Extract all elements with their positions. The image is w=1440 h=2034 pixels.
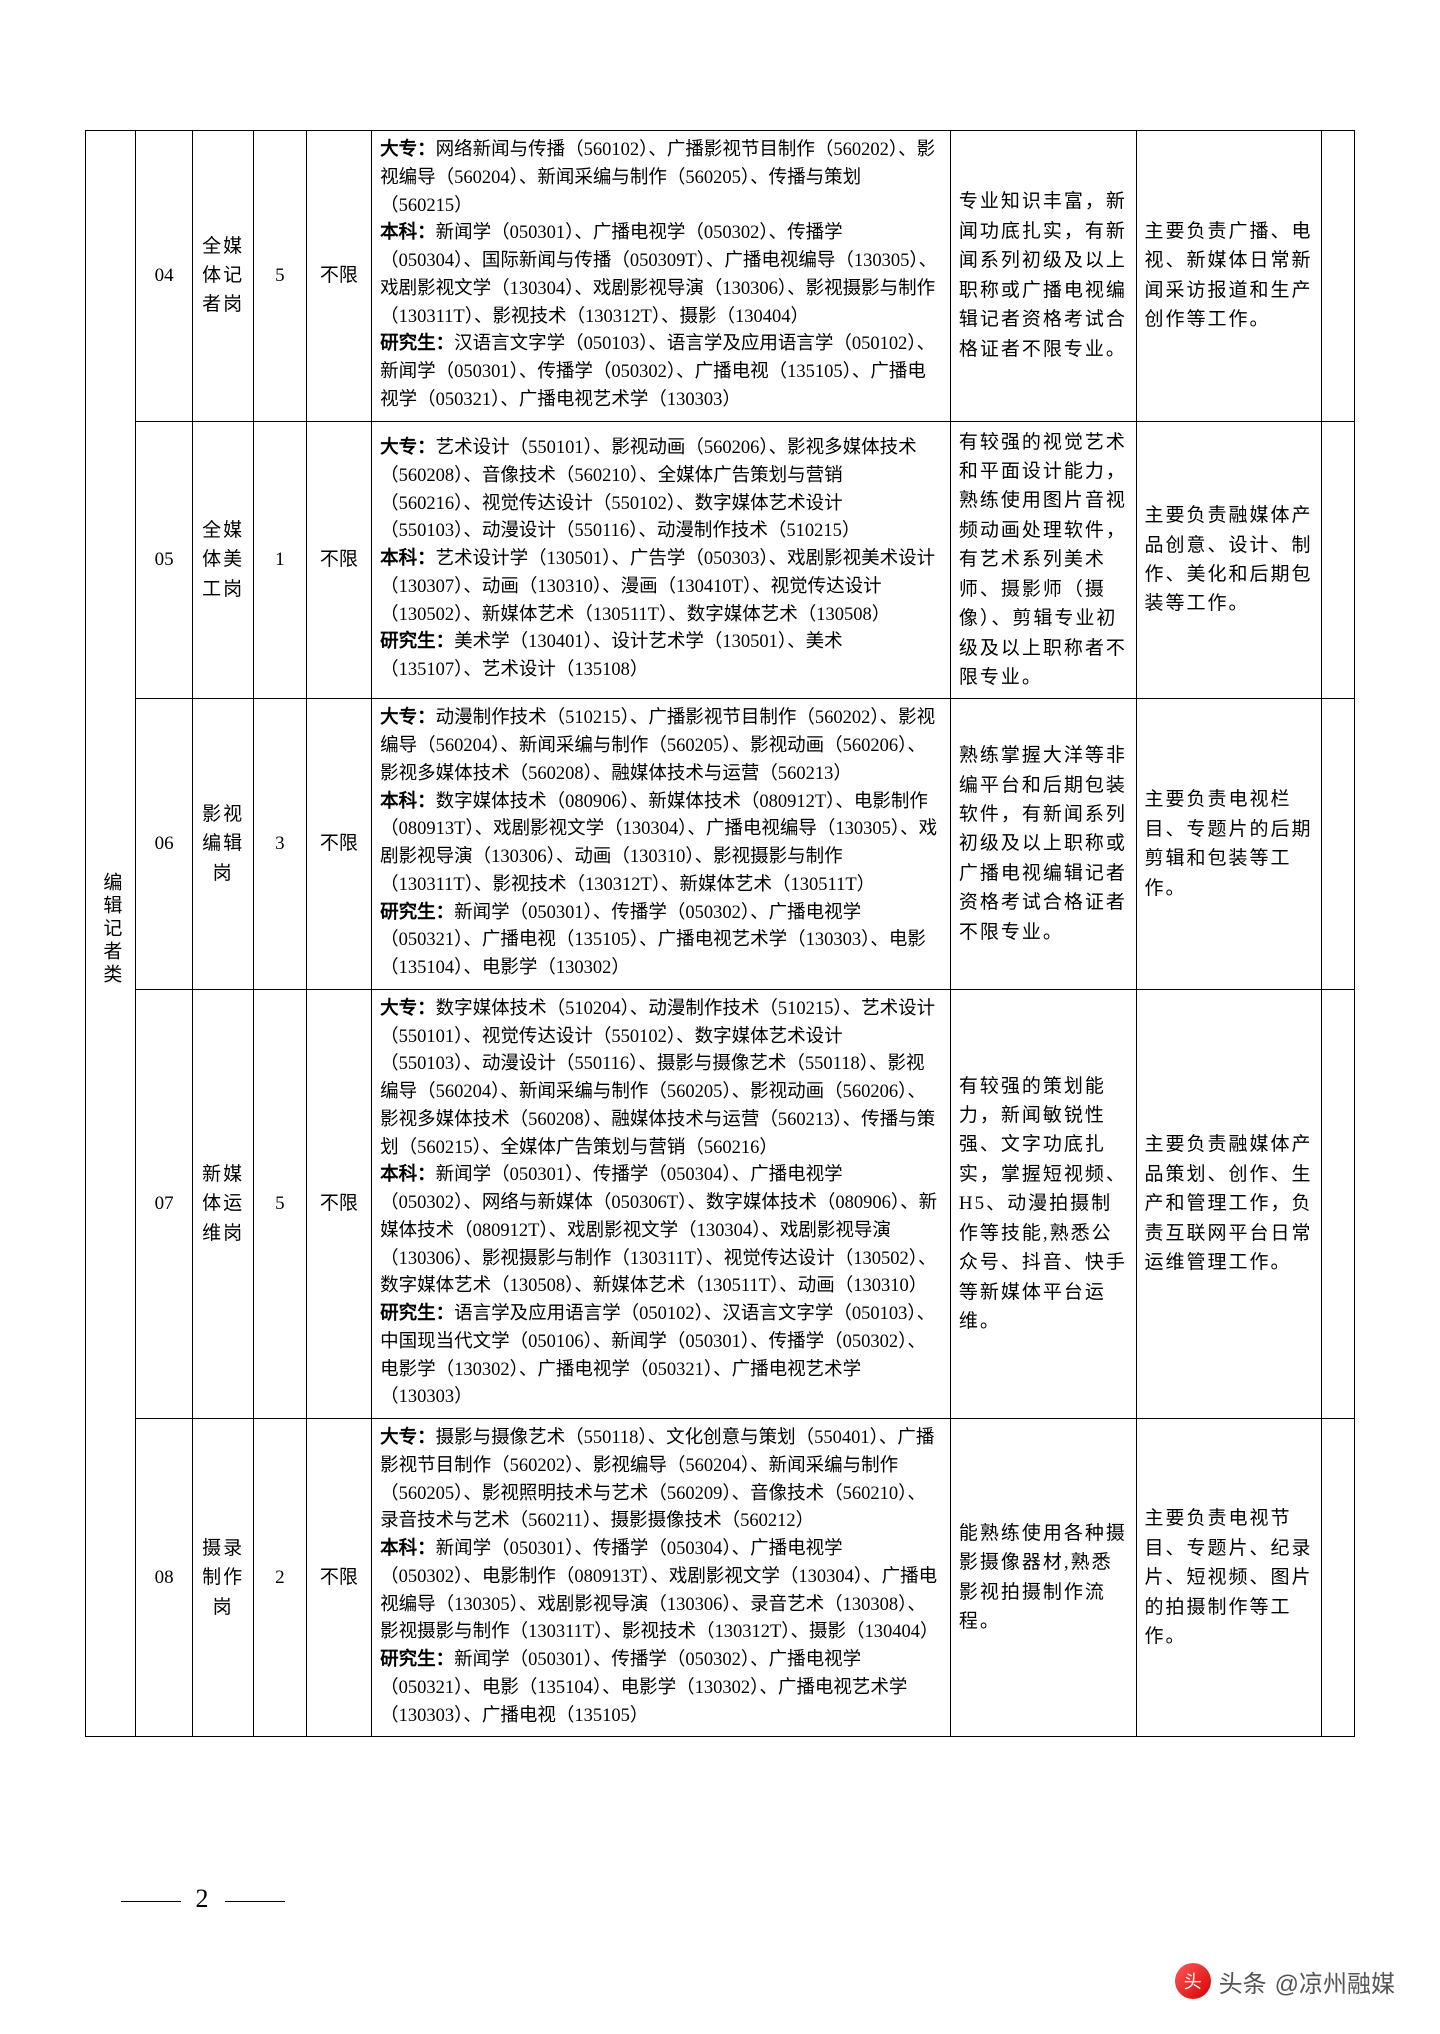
page-number: 2 <box>196 1884 211 1913</box>
label-benke: 本科： <box>380 223 436 243</box>
blank-cell <box>1322 131 1355 422</box>
major-cell: 大专：数字媒体技术（510204）、动漫制作技术（510215）、艺术设计（55… <box>372 989 951 1418</box>
category-cell: 编辑记者类 <box>86 131 136 1737</box>
major-cell: 大专：动漫制作技术（510215）、广播影视节目制作（560202）、影视编导（… <box>372 699 951 990</box>
limit-cell: 不限 <box>306 699 372 990</box>
table-row: 05全媒体美工岗1不限大专：艺术设计（550101）、影视动画（560206）、… <box>86 421 1355 699</box>
blank-cell <box>1322 989 1355 1418</box>
table-row: 07新媒体运维岗5不限大专：数字媒体技术（510204）、动漫制作技术（5102… <box>86 989 1355 1418</box>
blank-cell <box>1322 1419 1355 1737</box>
limit-cell: 不限 <box>306 421 372 699</box>
label-yanjiusheng: 研究生： <box>380 334 454 354</box>
label-dazhuan: 大专： <box>380 140 436 160</box>
job-name: 全媒体美工岗 <box>202 520 244 600</box>
label-benke: 本科： <box>380 1539 436 1559</box>
requirement-cell: 熟练掌握大洋等非编平台和后期包装软件，有新闻系列初级及以上职称或广播电视编辑记者… <box>950 699 1136 990</box>
label-yanjiusheng: 研究生： <box>380 1304 454 1324</box>
count-cell: 5 <box>254 989 306 1418</box>
requirement-cell: 有较强的策划能力，新闻敏锐性强、文字功底扎实，掌握短视频、H5、动漫拍摄制作等技… <box>950 989 1136 1418</box>
job-cell: 新媒体运维岗 <box>193 989 254 1418</box>
job-name: 新媒体运维岗 <box>202 1164 244 1244</box>
code-cell: 07 <box>136 989 193 1418</box>
job-name: 全媒体记者岗 <box>202 236 244 316</box>
label-yanjiusheng: 研究生： <box>380 903 454 923</box>
label-dazhuan: 大专： <box>380 1428 436 1448</box>
label-dazhuan: 大专： <box>380 999 436 1019</box>
limit-cell: 不限 <box>306 1419 372 1737</box>
limit-cell: 不限 <box>306 131 372 422</box>
label-dazhuan: 大专： <box>380 708 436 728</box>
duty-cell: 主要负责融媒体产品创意、设计、制作、美化和后期包装等工作。 <box>1136 421 1322 699</box>
code-cell: 04 <box>136 131 193 422</box>
label-benke: 本科： <box>380 549 436 569</box>
requirement-cell: 有较强的视觉艺术和平面设计能力，熟练使用图片音视频动画处理软件，有艺术系列美术师… <box>950 421 1136 699</box>
major-cell: 大专：网络新闻与传播（560102）、广播影视节目制作（560202）、影视编导… <box>372 131 951 422</box>
category-label: 编辑记者类 <box>96 872 125 987</box>
blank-cell <box>1322 699 1355 990</box>
count-cell: 2 <box>254 1419 306 1737</box>
label-yanjiusheng: 研究生： <box>380 1650 454 1670</box>
toutiao-icon: 头 <box>1175 1963 1211 1999</box>
code-cell: 06 <box>136 699 193 990</box>
table-row: 08摄录制作岗2不限大专：摄影与摄像艺术（550118）、文化创意与策划（550… <box>86 1419 1355 1737</box>
blank-cell <box>1322 421 1355 699</box>
label-dazhuan: 大专： <box>380 438 436 458</box>
page-footer: 2 <box>115 1884 291 1914</box>
job-cell: 全媒体美工岗 <box>193 421 254 699</box>
job-cell: 摄录制作岗 <box>193 1419 254 1737</box>
job-name: 摄录制作岗 <box>202 1538 244 1618</box>
limit-cell: 不限 <box>306 989 372 1418</box>
watermark-prefix: 头条 <box>1219 1964 1267 1999</box>
requirement-cell: 专业知识丰富，新闻功底扎实，有新闻系列初级及以上职称或广播电视编辑记者资格考试合… <box>950 131 1136 422</box>
watermark-account: @凉州融媒 <box>1275 1964 1395 1999</box>
major-cell: 大专：摄影与摄像艺术（550118）、文化创意与策划（550401）、广播影视节… <box>372 1419 951 1737</box>
duty-cell: 主要负责广播、电视、新媒体日常新闻采访报道和生产创作等工作。 <box>1136 131 1322 422</box>
code-cell: 08 <box>136 1419 193 1737</box>
label-benke: 本科： <box>380 792 436 812</box>
job-cell: 影视编辑岗 <box>193 699 254 990</box>
code-cell: 05 <box>136 421 193 699</box>
duty-cell: 主要负责电视栏目、专题片的后期剪辑和包装等工作。 <box>1136 699 1322 990</box>
label-benke: 本科： <box>380 1165 436 1185</box>
count-cell: 5 <box>254 131 306 422</box>
requirement-cell: 能熟练使用各种摄影摄像器材,熟悉影视拍摄制作流程。 <box>950 1419 1136 1737</box>
watermark: 头 头条 @凉州融媒 <box>1175 1963 1395 1999</box>
duty-cell: 主要负责融媒体产品策划、创作、生产和管理工作，负责互联网平台日常运维管理工作。 <box>1136 989 1322 1418</box>
job-name: 影视编辑岗 <box>202 804 244 884</box>
count-cell: 1 <box>254 421 306 699</box>
recruitment-table: 编辑记者类04全媒体记者岗5不限大专：网络新闻与传播（560102）、广播影视节… <box>85 130 1355 1737</box>
count-cell: 3 <box>254 699 306 990</box>
major-cell: 大专：艺术设计（550101）、影视动画（560206）、影视多媒体技术（560… <box>372 421 951 699</box>
label-yanjiusheng: 研究生： <box>380 632 454 652</box>
table-row: 06影视编辑岗3不限大专：动漫制作技术（510215）、广播影视节目制作（560… <box>86 699 1355 990</box>
job-cell: 全媒体记者岗 <box>193 131 254 422</box>
table-row: 编辑记者类04全媒体记者岗5不限大专：网络新闻与传播（560102）、广播影视节… <box>86 131 1355 422</box>
duty-cell: 主要负责电视节目、专题片、纪录片、短视频、图片的拍摄制作等工作。 <box>1136 1419 1322 1737</box>
